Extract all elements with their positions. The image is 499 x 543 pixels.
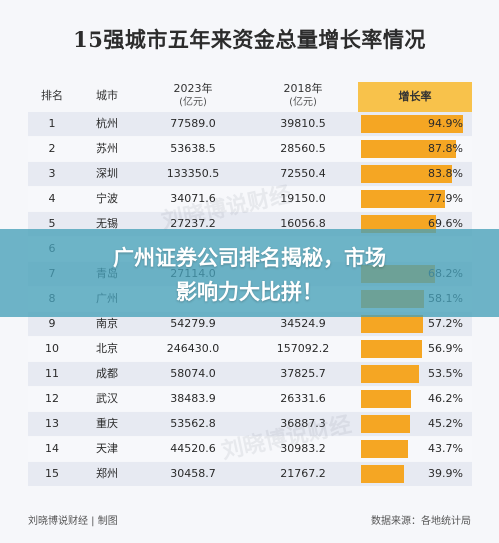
headline-line-2: 影响力大比拼！ xyxy=(176,280,323,304)
value-2018-cell: 157092.2 xyxy=(276,342,330,355)
footer-credit: 刘晓博说财经 | 制图 xyxy=(28,516,118,527)
growth-label: 87.8% xyxy=(428,142,463,155)
value-2023-cell: 27237.2 xyxy=(170,217,216,230)
value-2023-cell: 77589.0 xyxy=(170,117,216,130)
headline-line-1: 广州证券公司排名揭秘，市场 xyxy=(113,246,386,270)
rank-cell: 3 xyxy=(48,167,56,180)
value-2023-cell: 58074.0 xyxy=(170,367,216,380)
rank-cell: 9 xyxy=(48,317,56,330)
growth-bar xyxy=(361,415,410,433)
value-2023-cell: 53562.8 xyxy=(170,417,216,430)
city-cell: 成都 xyxy=(96,367,118,380)
value-2018-cell: 26331.6 xyxy=(280,392,326,405)
footer-source: 数据来源：各地统计局 xyxy=(371,516,471,527)
growth-label: 57.2% xyxy=(428,317,463,330)
growth-bar xyxy=(361,465,404,483)
header-2023: 2023年 (亿元) xyxy=(138,82,248,112)
value-2018-cell: 34524.9 xyxy=(280,317,326,330)
growth-bar xyxy=(361,140,456,158)
rank-cell: 15 xyxy=(45,467,59,480)
rank-cell: 11 xyxy=(45,367,59,380)
table-row: 12 武汉 38483.9 26331.6 46.2% xyxy=(28,387,472,411)
rank-cell: 12 xyxy=(45,392,59,405)
growth-label: 53.5% xyxy=(428,367,463,380)
growth-label: 83.8% xyxy=(428,167,463,180)
value-2018-cell: 30983.2 xyxy=(280,442,326,455)
value-2023-cell: 54279.9 xyxy=(170,317,216,330)
table-row: 4 宁波 34071.6 19150.0 77.9% xyxy=(28,187,472,211)
value-2023-cell: 133350.5 xyxy=(166,167,220,180)
header-rank: 排名 xyxy=(41,89,63,102)
value-2023-cell: 44520.6 xyxy=(170,442,216,455)
growth-label: 39.9% xyxy=(428,467,463,480)
rank-cell: 1 xyxy=(48,117,56,130)
growth-label: 69.6% xyxy=(428,217,463,230)
table-row: 3 深圳 133350.5 72550.4 83.8% xyxy=(28,162,472,186)
header-2023-year: 2023年 xyxy=(173,82,213,95)
growth-bar xyxy=(361,390,411,408)
city-cell: 郑州 xyxy=(96,467,118,480)
headline-banner: 广州证券公司排名揭秘，市场 影响力大比拼！ xyxy=(0,229,499,317)
city-cell: 苏州 xyxy=(96,142,118,155)
city-cell: 重庆 xyxy=(96,417,118,430)
city-cell: 北京 xyxy=(96,342,118,355)
rank-cell: 5 xyxy=(48,217,56,230)
growth-bar xyxy=(361,315,423,333)
header-city: 城市 xyxy=(96,89,118,102)
value-2018-cell: 72550.4 xyxy=(280,167,326,180)
city-cell: 天津 xyxy=(96,442,118,455)
value-2023-cell: 246430.0 xyxy=(166,342,220,355)
city-cell: 南京 xyxy=(96,317,118,330)
growth-label: 56.9% xyxy=(428,342,463,355)
growth-bar xyxy=(361,340,422,358)
value-2018-cell: 21767.2 xyxy=(280,467,326,480)
rank-cell: 13 xyxy=(45,417,59,430)
table-row: 1 杭州 77589.0 39810.5 94.9% xyxy=(28,112,472,136)
value-2018-cell: 28560.5 xyxy=(280,142,326,155)
value-2023-cell: 34071.6 xyxy=(170,192,216,205)
table-row: 15 郑州 30458.7 21767.2 39.9% xyxy=(28,462,472,486)
growth-label: 45.2% xyxy=(428,417,463,430)
table-row: 2 苏州 53638.5 28560.5 87.8% xyxy=(28,137,472,161)
rank-cell: 10 xyxy=(45,342,59,355)
value-2018-cell: 36887.3 xyxy=(280,417,326,430)
growth-label: 46.2% xyxy=(428,392,463,405)
city-cell: 无锡 xyxy=(96,217,118,230)
table-row: 13 重庆 53562.8 36887.3 45.2% xyxy=(28,412,472,436)
city-cell: 深圳 xyxy=(96,167,118,180)
table-row: 14 天津 44520.6 30983.2 43.7% xyxy=(28,437,472,461)
growth-bar xyxy=(361,165,452,183)
page-title: 15强城市五年来资金总量增长率情况 xyxy=(73,27,426,52)
value-2018-cell: 37825.7 xyxy=(280,367,326,380)
header-2018-year: 2018年 xyxy=(283,82,323,95)
value-2018-cell: 19150.0 xyxy=(280,192,326,205)
value-2023-cell: 53638.5 xyxy=(170,142,216,155)
table-row: 10 北京 246430.0 157092.2 56.9% xyxy=(28,337,472,361)
rank-cell: 14 xyxy=(45,442,59,455)
growth-label: 77.9% xyxy=(428,192,463,205)
header-2018: 2018年 (亿元) xyxy=(248,82,358,112)
value-2018-cell: 16056.8 xyxy=(280,217,326,230)
value-2023-cell: 38483.9 xyxy=(170,392,216,405)
growth-bar xyxy=(361,190,445,208)
header-growth: 增长率 xyxy=(358,82,472,112)
value-2018-cell: 39810.5 xyxy=(280,117,326,130)
rank-cell: 4 xyxy=(48,192,56,205)
city-cell: 武汉 xyxy=(96,392,118,405)
table-row: 11 成都 58074.0 37825.7 53.5% xyxy=(28,362,472,386)
header-2018-unit: (亿元) xyxy=(289,97,317,108)
growth-bar xyxy=(361,365,419,383)
growth-bar xyxy=(361,440,408,458)
city-cell: 宁波 xyxy=(96,192,118,205)
rank-cell: 2 xyxy=(48,142,56,155)
growth-label: 94.9% xyxy=(428,117,463,130)
city-cell: 杭州 xyxy=(96,117,118,130)
value-2023-cell: 30458.7 xyxy=(170,467,216,480)
headline-text: 广州证券公司排名揭秘，市场 影响力大比拼！ xyxy=(0,241,499,309)
growth-bar xyxy=(361,115,463,133)
growth-bar xyxy=(361,215,436,233)
growth-label: 43.7% xyxy=(428,442,463,455)
header-2023-unit: (亿元) xyxy=(179,97,207,108)
